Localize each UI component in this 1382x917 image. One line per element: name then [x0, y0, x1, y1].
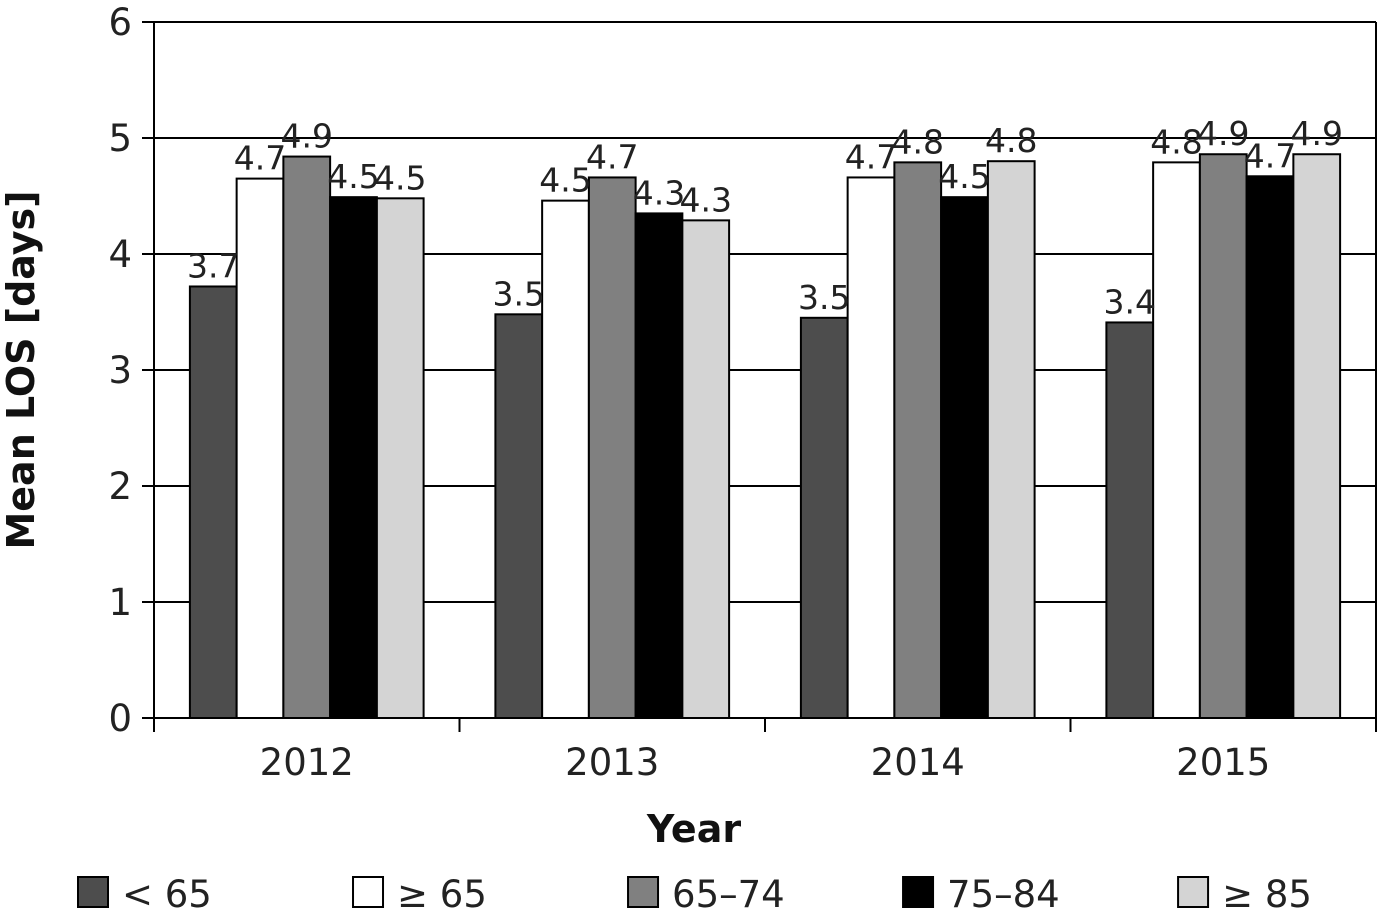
bar	[375, 197, 425, 719]
bar	[1292, 153, 1342, 720]
legend-swatch	[1177, 876, 1210, 908]
legend-swatch	[627, 876, 660, 908]
x-tick-label: 2012	[260, 741, 354, 784]
legend-swatch	[902, 876, 935, 908]
data-label: 4.5	[539, 161, 591, 200]
bar	[681, 219, 731, 720]
x-tick-label: 2013	[565, 741, 659, 784]
data-label: 3.4	[1104, 282, 1156, 321]
bar	[235, 177, 285, 720]
data-label: 4.9	[1290, 114, 1342, 153]
bar	[541, 199, 590, 719]
bar	[1105, 321, 1155, 719]
legend-label: 65–74	[672, 873, 785, 916]
y-tick-label: 0	[108, 697, 132, 740]
data-label: 4.5	[374, 158, 426, 197]
data-label: 4.7	[1244, 136, 1296, 175]
data-label: 4.8	[985, 121, 1037, 160]
data-label: 4.7	[234, 139, 286, 178]
bar	[799, 316, 849, 719]
data-label: 4.7	[845, 137, 897, 176]
bar	[1152, 161, 1201, 720]
data-label: 3.5	[493, 274, 545, 313]
bar	[1198, 153, 1248, 720]
data-labels: 3.74.74.94.54.53.54.54.74.34.33.54.74.84…	[187, 114, 1343, 321]
data-label: 4.3	[679, 180, 731, 219]
axes: 0 1 2 3 4 5 6 2012 2013 2014 2015	[108, 1, 1377, 784]
bar	[846, 176, 896, 719]
legend-label: 75–84	[947, 873, 1060, 916]
bar	[282, 155, 332, 719]
bar	[494, 313, 544, 719]
data-label: 4.9	[1197, 114, 1249, 153]
data-label: 4.9	[281, 117, 333, 156]
bars	[188, 153, 1342, 720]
bar	[940, 196, 989, 720]
data-label: 4.8	[892, 122, 944, 161]
y-tick-label: 5	[108, 117, 132, 160]
data-label: 4.3	[633, 173, 685, 212]
y-tick-label: 2	[108, 465, 132, 508]
bar	[1245, 175, 1295, 719]
data-label: 4.5	[327, 157, 379, 196]
data-label: 3.5	[798, 278, 850, 317]
y-tick-label: 1	[108, 581, 132, 624]
x-axis-title: Year	[646, 807, 741, 851]
legend: < 65 ≥ 65 65–74 75–84 ≥ 85	[77, 873, 1312, 916]
legend-label: ≥ 65	[397, 873, 487, 916]
data-label: 4.5	[938, 157, 990, 196]
legend-swatch	[352, 876, 385, 908]
x-tick-label: 2015	[1176, 741, 1270, 784]
y-axis-title: Mean LOS [days]	[0, 190, 43, 549]
legend-swatch	[77, 876, 109, 908]
bar	[986, 160, 1036, 719]
bar	[893, 161, 943, 720]
bar	[188, 285, 238, 719]
bar	[634, 212, 684, 719]
data-label: 4.7	[586, 137, 638, 176]
y-tick-label: 6	[108, 1, 132, 44]
data-label: 3.7	[187, 246, 239, 285]
legend-label: < 65	[122, 873, 212, 916]
bar	[329, 196, 378, 720]
y-tick-label: 4	[108, 233, 132, 276]
y-tick-label: 3	[108, 349, 132, 392]
x-tick-label: 2014	[871, 741, 965, 784]
legend-label: ≥ 85	[1222, 873, 1312, 916]
data-label: 4.8	[1150, 122, 1202, 161]
bar	[587, 176, 637, 719]
